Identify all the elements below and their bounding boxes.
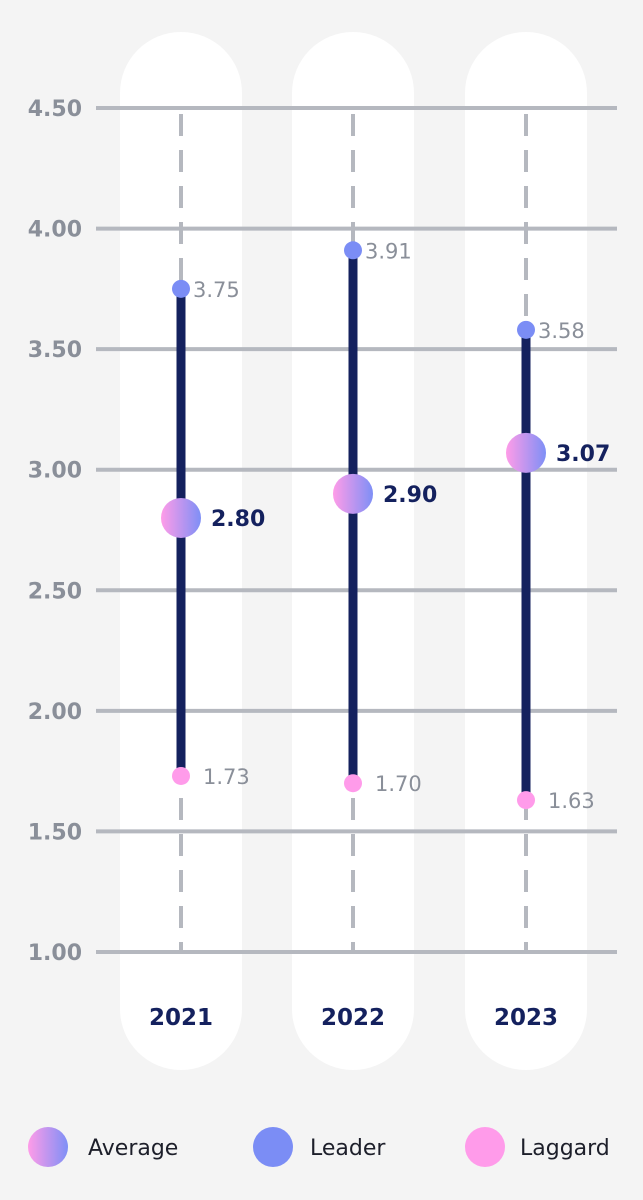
- average-point-2023: [506, 432, 546, 473]
- legend-swatch-laggard: [465, 1127, 505, 1167]
- average-point-2022: [333, 473, 373, 514]
- y-tick-label: 3.50: [28, 338, 82, 363]
- y-tick-label: 4.00: [28, 218, 82, 243]
- laggard-point-2022: [344, 774, 362, 793]
- leader-point-2022: [344, 241, 362, 260]
- leader-point-2023: [517, 320, 535, 339]
- laggard-label-2022: 1.70: [375, 772, 422, 796]
- legend-label-leader: Leader: [310, 1136, 386, 1161]
- legend-swatch-average: [28, 1127, 68, 1167]
- laggard-label-2023: 1.63: [548, 789, 595, 813]
- x-tick-2023: 2023: [494, 1005, 558, 1031]
- y-tick-label: 3.00: [28, 459, 82, 484]
- laggard-point-2021: [172, 766, 190, 785]
- legend-swatch-leader: [253, 1127, 293, 1167]
- leader-label-2021: 3.75: [193, 278, 240, 302]
- legend-label-laggard: Laggard: [520, 1136, 610, 1161]
- x-tick-2022: 2022: [321, 1005, 385, 1031]
- y-tick-label: 2.00: [28, 700, 82, 725]
- laggard-point-2023: [517, 791, 535, 810]
- y-axis-ticks: 1.00 1.50 2.00 2.50 3.00 3.50 4.00 4.50: [28, 97, 82, 966]
- leader-label-2023: 3.58: [538, 319, 585, 343]
- average-point-2021: [161, 497, 201, 538]
- average-label-2022: 2.90: [383, 483, 437, 508]
- y-tick-label: 1.00: [28, 941, 82, 966]
- leader-label-2022: 3.91: [365, 239, 412, 263]
- y-tick-label: 2.50: [28, 579, 82, 604]
- legend: Average Leader Laggard: [28, 1127, 610, 1167]
- data-labels: 3.75 1.73 2.80 3.91 1.70 2.90 3.58 1.63 3.07: [193, 239, 610, 813]
- data-points: [161, 241, 546, 810]
- average-label-2021: 2.80: [211, 507, 265, 532]
- y-tick-label: 1.50: [28, 820, 82, 845]
- laggard-label-2021: 1.73: [203, 765, 250, 789]
- x-axis-ticks: 2021 2022 2023: [149, 1005, 558, 1031]
- leader-point-2021: [172, 279, 190, 298]
- average-label-2023: 3.07: [556, 442, 610, 467]
- dashed-guides: [179, 114, 528, 952]
- y-tick-label: 4.50: [28, 97, 82, 122]
- x-tick-2021: 2021: [149, 1005, 213, 1031]
- legend-label-average: Average: [88, 1136, 178, 1161]
